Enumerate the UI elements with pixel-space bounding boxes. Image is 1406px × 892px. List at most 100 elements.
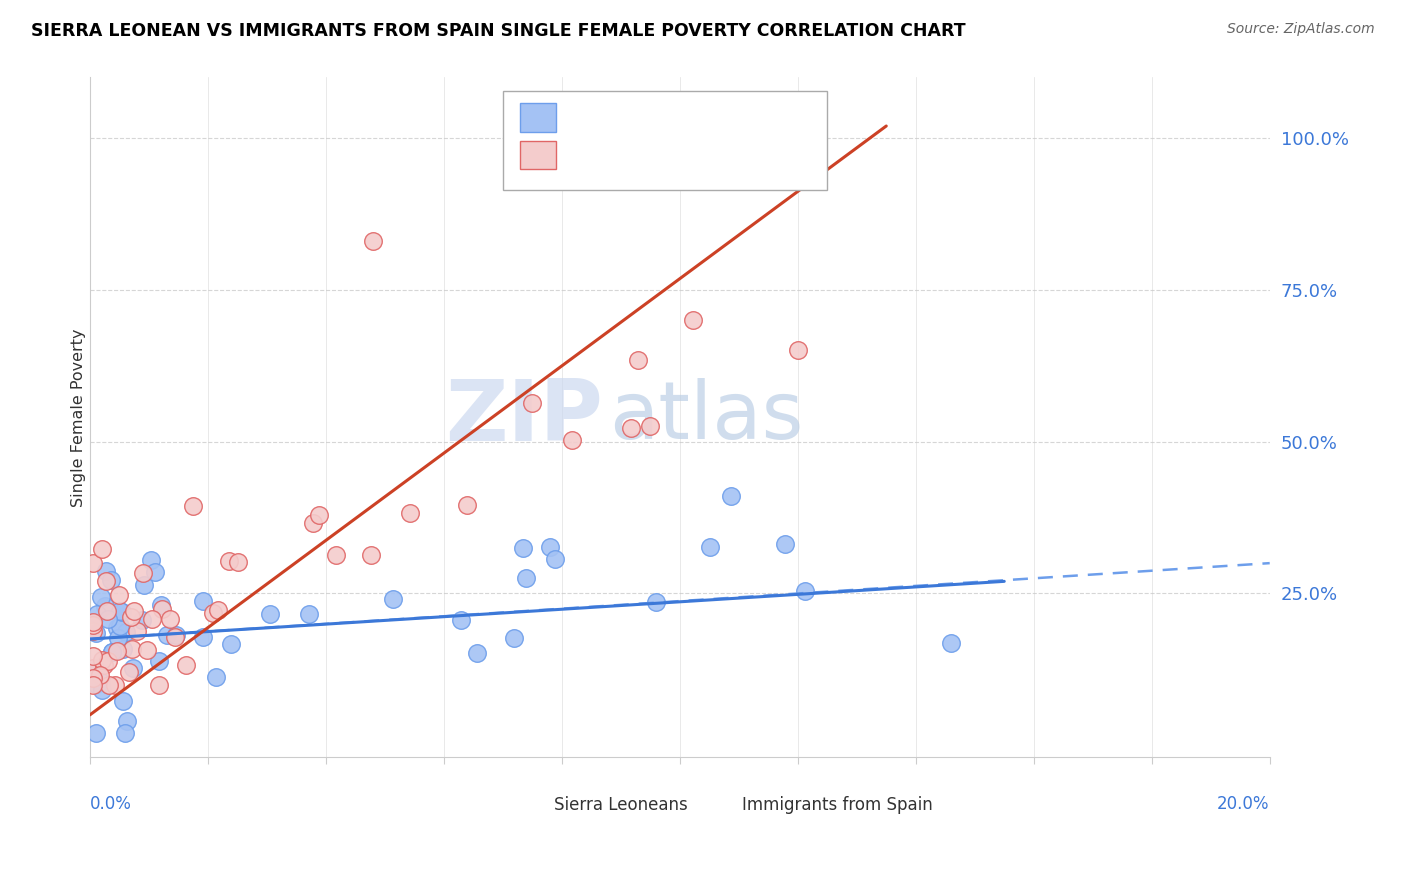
- Point: [100, 573, 122, 587]
- Point: [165, 628, 187, 642]
- Point: [620, 420, 643, 434]
- Point: [94, 565, 117, 579]
- Point: [89, 668, 111, 682]
- Point: [148, 654, 170, 668]
- Point: [644, 594, 666, 608]
- Point: [108, 619, 131, 633]
- Point: [84, 677, 107, 691]
- Point: [82, 618, 104, 632]
- Point: [515, 571, 537, 585]
- Point: [193, 630, 215, 644]
- Point: [302, 516, 325, 530]
- Point: [360, 548, 382, 562]
- Bar: [520, 103, 555, 132]
- Point: [93, 599, 115, 613]
- Point: [90, 590, 112, 604]
- Point: [165, 631, 187, 645]
- Point: [90, 541, 112, 556]
- Text: atlas: atlas: [609, 378, 803, 457]
- Point: [720, 489, 742, 503]
- Point: [399, 506, 422, 520]
- Point: [82, 677, 104, 691]
- Text: R = 0.127   N = 53: R = 0.127 N = 53: [565, 103, 763, 122]
- Point: [503, 632, 526, 646]
- Point: [131, 613, 153, 627]
- Point: [156, 628, 179, 642]
- Point: [939, 636, 962, 650]
- Point: [793, 161, 815, 176]
- Text: Sierra Leoneans: Sierra Leoneans: [554, 797, 688, 814]
- Text: Immigrants from Spain: Immigrants from Spain: [742, 797, 934, 814]
- Point: [174, 657, 197, 672]
- Point: [108, 588, 131, 602]
- Point: [101, 645, 124, 659]
- Point: [787, 343, 810, 358]
- Point: [107, 631, 129, 645]
- Point: [520, 396, 543, 410]
- Point: [91, 652, 114, 666]
- Point: [139, 553, 162, 567]
- Point: [382, 592, 405, 607]
- Point: [361, 235, 384, 249]
- Point: [98, 677, 121, 691]
- Point: [191, 593, 214, 607]
- Point: [207, 603, 229, 617]
- Point: [150, 598, 173, 612]
- Bar: [520, 789, 547, 808]
- Point: [82, 671, 104, 685]
- Point: [82, 624, 104, 638]
- Point: [682, 313, 704, 327]
- Point: [122, 661, 145, 675]
- FancyBboxPatch shape: [503, 91, 827, 190]
- Point: [325, 548, 347, 562]
- Point: [793, 583, 815, 598]
- Y-axis label: Single Female Poverty: Single Female Poverty: [72, 328, 86, 507]
- Point: [297, 607, 319, 621]
- Point: [94, 574, 117, 588]
- Text: ZIP: ZIP: [446, 376, 603, 458]
- Text: R = 0.632   N = 52: R = 0.632 N = 52: [565, 141, 763, 161]
- Point: [159, 612, 181, 626]
- Point: [114, 726, 136, 740]
- Point: [96, 604, 118, 618]
- Point: [538, 540, 561, 554]
- Point: [84, 661, 107, 675]
- Point: [115, 625, 138, 640]
- Point: [105, 621, 128, 635]
- Text: 20.0%: 20.0%: [1218, 795, 1270, 813]
- Point: [101, 644, 124, 658]
- Point: [82, 648, 104, 663]
- Point: [218, 554, 240, 568]
- Point: [308, 508, 330, 522]
- Point: [228, 556, 250, 570]
- Point: [121, 642, 143, 657]
- Point: [150, 601, 173, 615]
- Point: [141, 612, 163, 626]
- Point: [699, 540, 721, 554]
- Point: [259, 607, 281, 621]
- Point: [110, 604, 132, 618]
- Point: [561, 433, 583, 447]
- Point: [135, 643, 157, 657]
- Point: [638, 419, 661, 434]
- Point: [132, 578, 155, 592]
- Point: [450, 613, 472, 627]
- Point: [84, 625, 107, 640]
- Point: [148, 677, 170, 691]
- Point: [86, 607, 108, 621]
- Point: [201, 606, 224, 620]
- Point: [97, 612, 120, 626]
- Bar: [709, 789, 735, 808]
- Point: [626, 353, 648, 368]
- Point: [205, 670, 228, 684]
- Point: [117, 714, 139, 728]
- Point: [111, 642, 134, 657]
- Text: Source: ZipAtlas.com: Source: ZipAtlas.com: [1227, 22, 1375, 37]
- Point: [90, 675, 112, 690]
- Text: SIERRA LEONEAN VS IMMIGRANTS FROM SPAIN SINGLE FEMALE POVERTY CORRELATION CHART: SIERRA LEONEAN VS IMMIGRANTS FROM SPAIN …: [31, 22, 966, 40]
- Point: [544, 552, 567, 566]
- Point: [82, 615, 104, 629]
- Point: [181, 499, 204, 513]
- Point: [97, 655, 120, 669]
- Point: [125, 624, 148, 639]
